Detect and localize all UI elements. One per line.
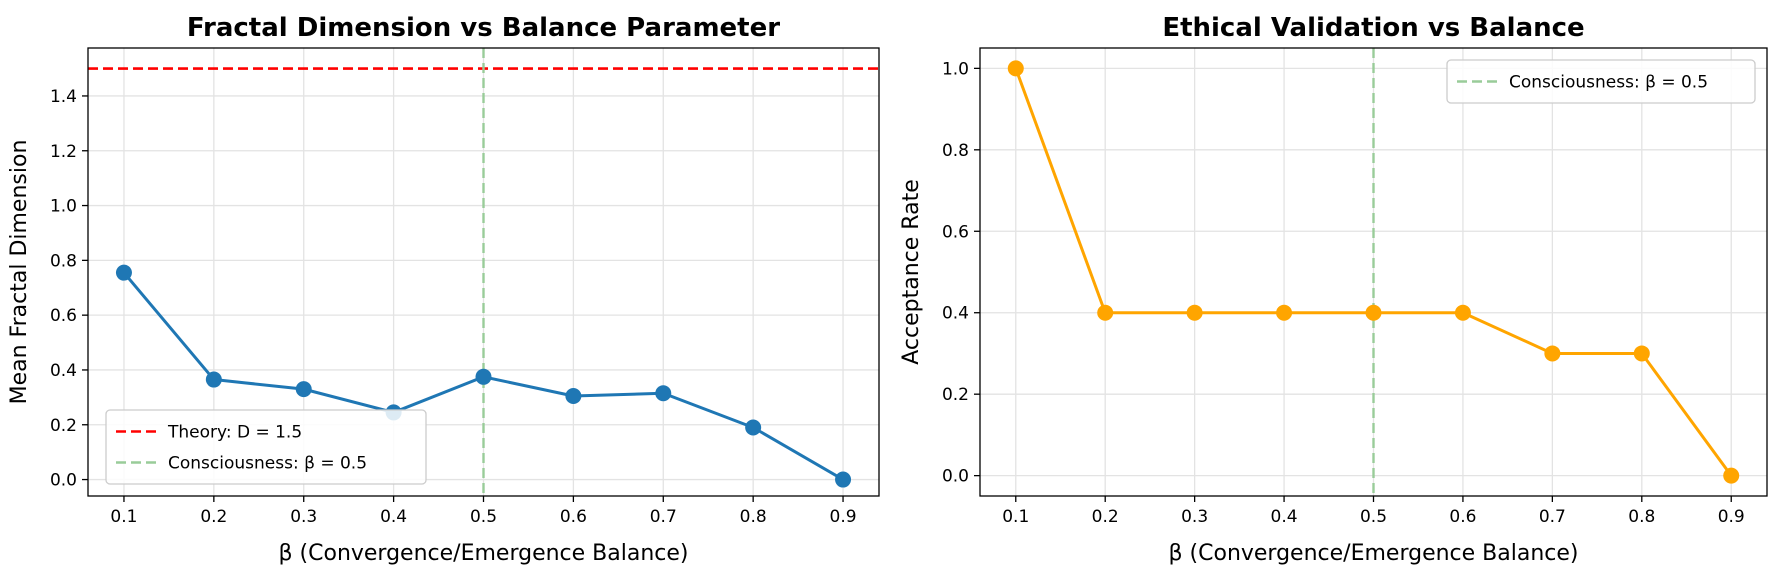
data-point-1 [115,264,132,281]
legend-box [105,409,427,485]
y-tick-label: 0.4 [942,304,969,324]
data-point-2 [1097,304,1114,321]
x-tick-label: 0.7 [1539,507,1566,527]
x-tick-label: 0.8 [1628,507,1655,527]
chart-title: Ethical Validation vs Balance [1162,13,1584,43]
data-point-8 [745,419,762,436]
x-tick-label: 0.8 [740,507,767,527]
data-point-2 [205,371,222,388]
y-tick-label: 0.8 [50,251,77,271]
x-tick-label: 0.4 [380,507,407,527]
x-tick-label: 0.7 [650,507,677,527]
x-tick-label: 0.6 [1449,507,1476,527]
x-tick-label: 0.3 [290,507,317,527]
x-tick-label: 0.1 [110,507,137,527]
y-tick-label: 0.2 [50,416,77,436]
x-tick-label: 0.5 [470,507,497,527]
y-tick-label: 1.2 [50,142,77,162]
y-tick-label: 0.2 [942,385,969,405]
data-point-7 [655,385,672,402]
data-point-4 [1276,304,1293,321]
x-tick-label: 0.5 [1360,507,1387,527]
legend-label: Theory: D = 1.5 [167,423,302,443]
data-point-7 [1544,345,1561,362]
x-tick-label: 0.2 [1092,507,1119,527]
y-tick-label: 1.0 [942,59,969,79]
data-point-5 [475,368,492,385]
data-point-3 [295,381,312,398]
legend-box [1446,59,1756,104]
legend-label: Consciousness: β = 0.5 [1509,73,1708,93]
y-tick-label: 0.8 [942,141,969,161]
y-tick-label: 1.4 [50,87,77,107]
legend: Consciousness: β = 0.5 [1446,59,1756,104]
y-axis-label: Mean Fractal Dimension [7,140,32,405]
x-tick-label: 0.3 [1181,507,1208,527]
data-point-9 [1723,467,1740,484]
y-tick-label: 0.0 [942,467,969,487]
y-axis-label: Acceptance Rate [899,179,924,364]
x-tick-label: 0.9 [830,507,857,527]
data-point-5 [1365,304,1382,321]
y-tick-label: 0.6 [942,222,969,242]
data-point-8 [1633,345,1650,362]
data-point-3 [1186,304,1203,321]
x-tick-label: 0.9 [1718,507,1745,527]
x-tick-label: 0.2 [200,507,227,527]
chart-panel-2: 0.1 0.2 0.3 0.4 0.5 0.6 0.7 0.8 0.9 0.0 0.2 0.4 0.6 0… [899,13,1768,566]
data-point-6 [1454,304,1471,321]
x-axis-label: β (Convergence/Emergence Balance) [1169,541,1579,566]
x-tick-label: 0.1 [1002,507,1029,527]
x-axis-label: β (Convergence/Emergence Balance) [279,541,689,566]
x-tick-label: 0.4 [1271,507,1298,527]
y-tick-label: 0.0 [50,471,77,491]
chart-title: Fractal Dimension vs Balance Parameter [187,13,780,43]
legend-label: Consciousness: β = 0.5 [168,454,367,474]
y-tick-label: 1.0 [50,197,77,217]
y-tick-label: 0.6 [50,306,77,326]
legend: Theory: D = 1.5 Consciousness: β = 0.5 [105,409,427,485]
x-tick-label: 0.6 [560,507,587,527]
data-point-1 [1007,60,1024,77]
data-point-9 [835,471,852,488]
data-point-6 [565,387,582,404]
y-tick-label: 0.4 [50,361,77,381]
chart-panel-1: 0.1 0.2 0.3 0.4 0.5 0.6 0.7 0.8 0.9 0.0 0.2 0.4 0.6 0… [7,13,880,566]
